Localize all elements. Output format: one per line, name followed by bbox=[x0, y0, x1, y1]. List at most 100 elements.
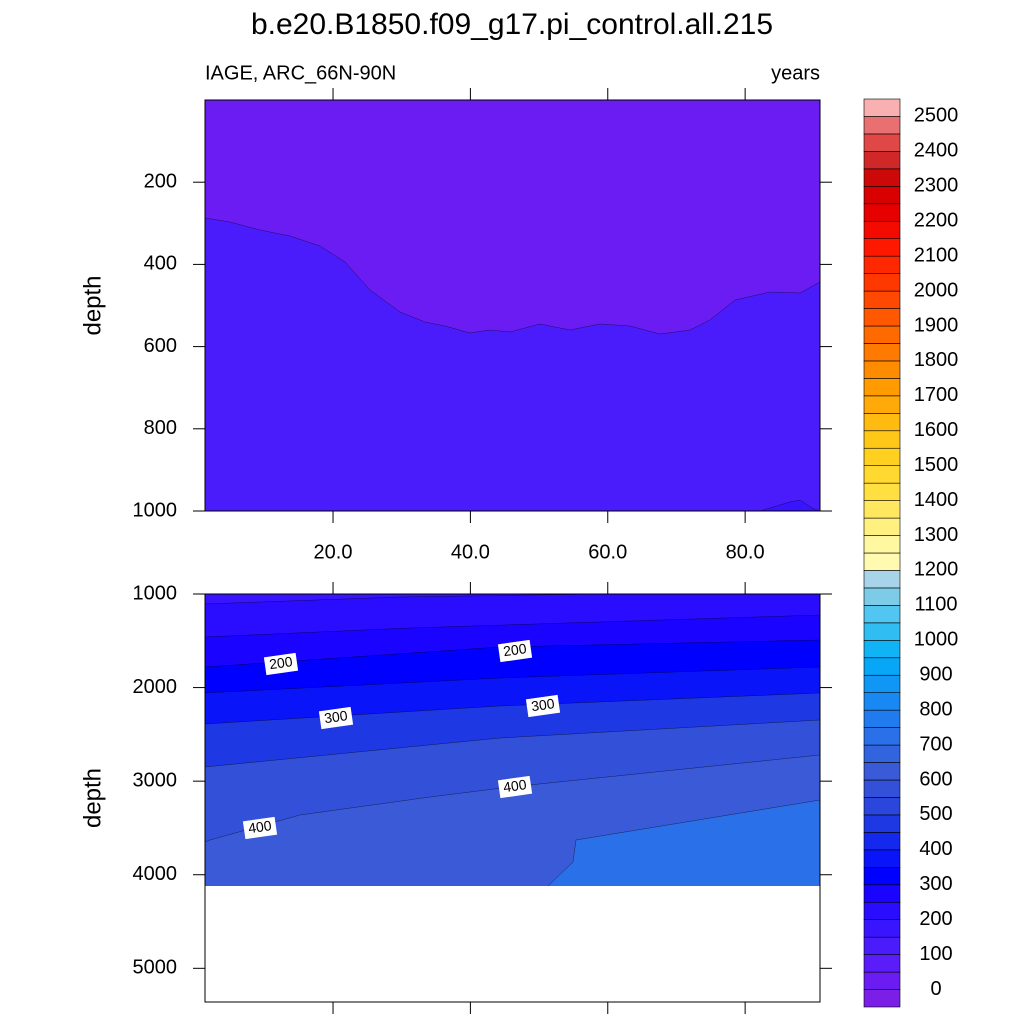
y-tick-label: 400 bbox=[144, 253, 177, 275]
colorbar-box bbox=[863, 867, 901, 886]
contour-line bbox=[204, 614, 821, 638]
colorbar-box bbox=[863, 465, 901, 484]
contour-label: 200 bbox=[268, 653, 294, 672]
colorbar-box bbox=[863, 255, 901, 274]
colorbar-box bbox=[863, 692, 901, 711]
y-axis-label: depth bbox=[79, 768, 106, 828]
colorbar-box bbox=[863, 203, 901, 222]
colorbar-box bbox=[863, 901, 901, 920]
contour-label-bg bbox=[497, 639, 533, 663]
x-tick-label: 60.0 bbox=[588, 541, 627, 563]
colorbar-box bbox=[863, 343, 901, 362]
colorbar-box bbox=[863, 919, 901, 938]
colorbar-label: 300 bbox=[919, 873, 952, 895]
y-tick-label: 2000 bbox=[133, 676, 178, 698]
colorbar-label: 100 bbox=[919, 943, 952, 965]
x-tick-label: 20.0 bbox=[314, 541, 353, 563]
colorbar-label: 2300 bbox=[914, 175, 959, 197]
colorbar-box bbox=[863, 552, 901, 571]
contour-label: 400 bbox=[247, 817, 273, 836]
colorbar-box bbox=[863, 535, 901, 554]
contour-line bbox=[204, 719, 821, 768]
y-tick-label: 800 bbox=[144, 417, 177, 439]
colorbar-label: 2500 bbox=[914, 105, 959, 127]
contour-label-bg bbox=[242, 816, 278, 840]
colorbar-label: 1800 bbox=[914, 349, 959, 371]
colorbar-box bbox=[863, 116, 901, 135]
colorbar-label: 900 bbox=[919, 664, 952, 686]
y-tick-label: 200 bbox=[144, 170, 177, 192]
right-label: years bbox=[771, 62, 820, 84]
colorbar-box bbox=[863, 133, 901, 152]
contour-label: 200 bbox=[502, 640, 528, 659]
colorbar-box bbox=[863, 238, 901, 257]
colorbar-box bbox=[863, 151, 901, 170]
colorbar-label: 2400 bbox=[914, 140, 959, 162]
colorbar-box bbox=[863, 884, 901, 903]
colorbar-label: 500 bbox=[919, 803, 952, 825]
colorbar-box bbox=[863, 640, 901, 659]
colorbar-box bbox=[863, 936, 901, 955]
colorbar-box bbox=[863, 168, 901, 187]
colorbar-box bbox=[863, 186, 901, 205]
colorbar-label: 800 bbox=[919, 698, 952, 720]
colorbar-box bbox=[863, 308, 901, 327]
contour-line bbox=[204, 217, 821, 335]
colorbar-box bbox=[863, 220, 901, 239]
colorbar-label: 1700 bbox=[914, 384, 959, 406]
colorbar-box bbox=[863, 500, 901, 519]
colorbar-label: 1200 bbox=[914, 559, 959, 581]
contour-label-bg bbox=[525, 694, 561, 718]
plot-frame bbox=[204, 99, 821, 512]
colorbar-box bbox=[863, 273, 901, 292]
colorbar-box bbox=[863, 517, 901, 536]
colorbar-box bbox=[863, 989, 901, 1008]
colorbar-label: 1100 bbox=[914, 594, 957, 616]
colorbar-box bbox=[863, 587, 901, 606]
colorbar-box bbox=[863, 674, 901, 693]
colorbar-box bbox=[863, 290, 901, 309]
colorbar-box bbox=[863, 622, 901, 641]
colorbar-label: 2000 bbox=[914, 279, 959, 301]
colorbar-label: 2200 bbox=[914, 210, 959, 232]
colorbar-box bbox=[863, 360, 901, 379]
contour-label-bg bbox=[318, 706, 354, 730]
colorbar-label: 600 bbox=[919, 768, 952, 790]
colorbar-box bbox=[863, 325, 901, 344]
colorbar-box bbox=[863, 971, 901, 990]
colorbar-box bbox=[863, 413, 901, 432]
colorbar-label: 2100 bbox=[914, 244, 959, 266]
figure-title: b.e20.B1850.f09_g17.pi_control.all.215 bbox=[251, 8, 773, 41]
colorbar-box bbox=[863, 797, 901, 816]
contour-label-bg bbox=[497, 775, 533, 799]
colorbar-box bbox=[863, 657, 901, 676]
colorbar-label: 1000 bbox=[914, 629, 959, 651]
colorbar-box bbox=[863, 482, 901, 501]
colorbar-box bbox=[863, 395, 901, 414]
contour-fill bbox=[548, 800, 820, 886]
contour-line bbox=[547, 799, 821, 887]
y-axis-label: depth bbox=[79, 275, 106, 335]
colorbar-box bbox=[863, 849, 901, 868]
y-tick-label: 5000 bbox=[133, 957, 178, 979]
contour-label: 300 bbox=[323, 707, 349, 726]
contour-label-bg bbox=[263, 652, 299, 676]
colorbar-box bbox=[863, 954, 901, 973]
colorbar-label: 200 bbox=[919, 908, 952, 930]
y-tick-label: 600 bbox=[144, 335, 177, 357]
colorbar-box bbox=[863, 779, 901, 798]
colorbar-label: 1400 bbox=[914, 489, 959, 511]
colorbar-box bbox=[863, 98, 901, 117]
colorbar-box bbox=[863, 727, 901, 746]
colorbar-box bbox=[863, 570, 901, 589]
contour-line bbox=[204, 754, 821, 843]
y-tick-label: 1000 bbox=[133, 582, 178, 604]
contour-label: 400 bbox=[502, 776, 528, 795]
contour-line bbox=[204, 666, 821, 694]
x-tick-label: 80.0 bbox=[726, 541, 765, 563]
contour-label: 300 bbox=[530, 695, 556, 714]
plot-frame bbox=[204, 593, 821, 1003]
colorbar-box bbox=[863, 709, 901, 728]
left-label: IAGE, ARC_66N-90N bbox=[205, 62, 396, 84]
